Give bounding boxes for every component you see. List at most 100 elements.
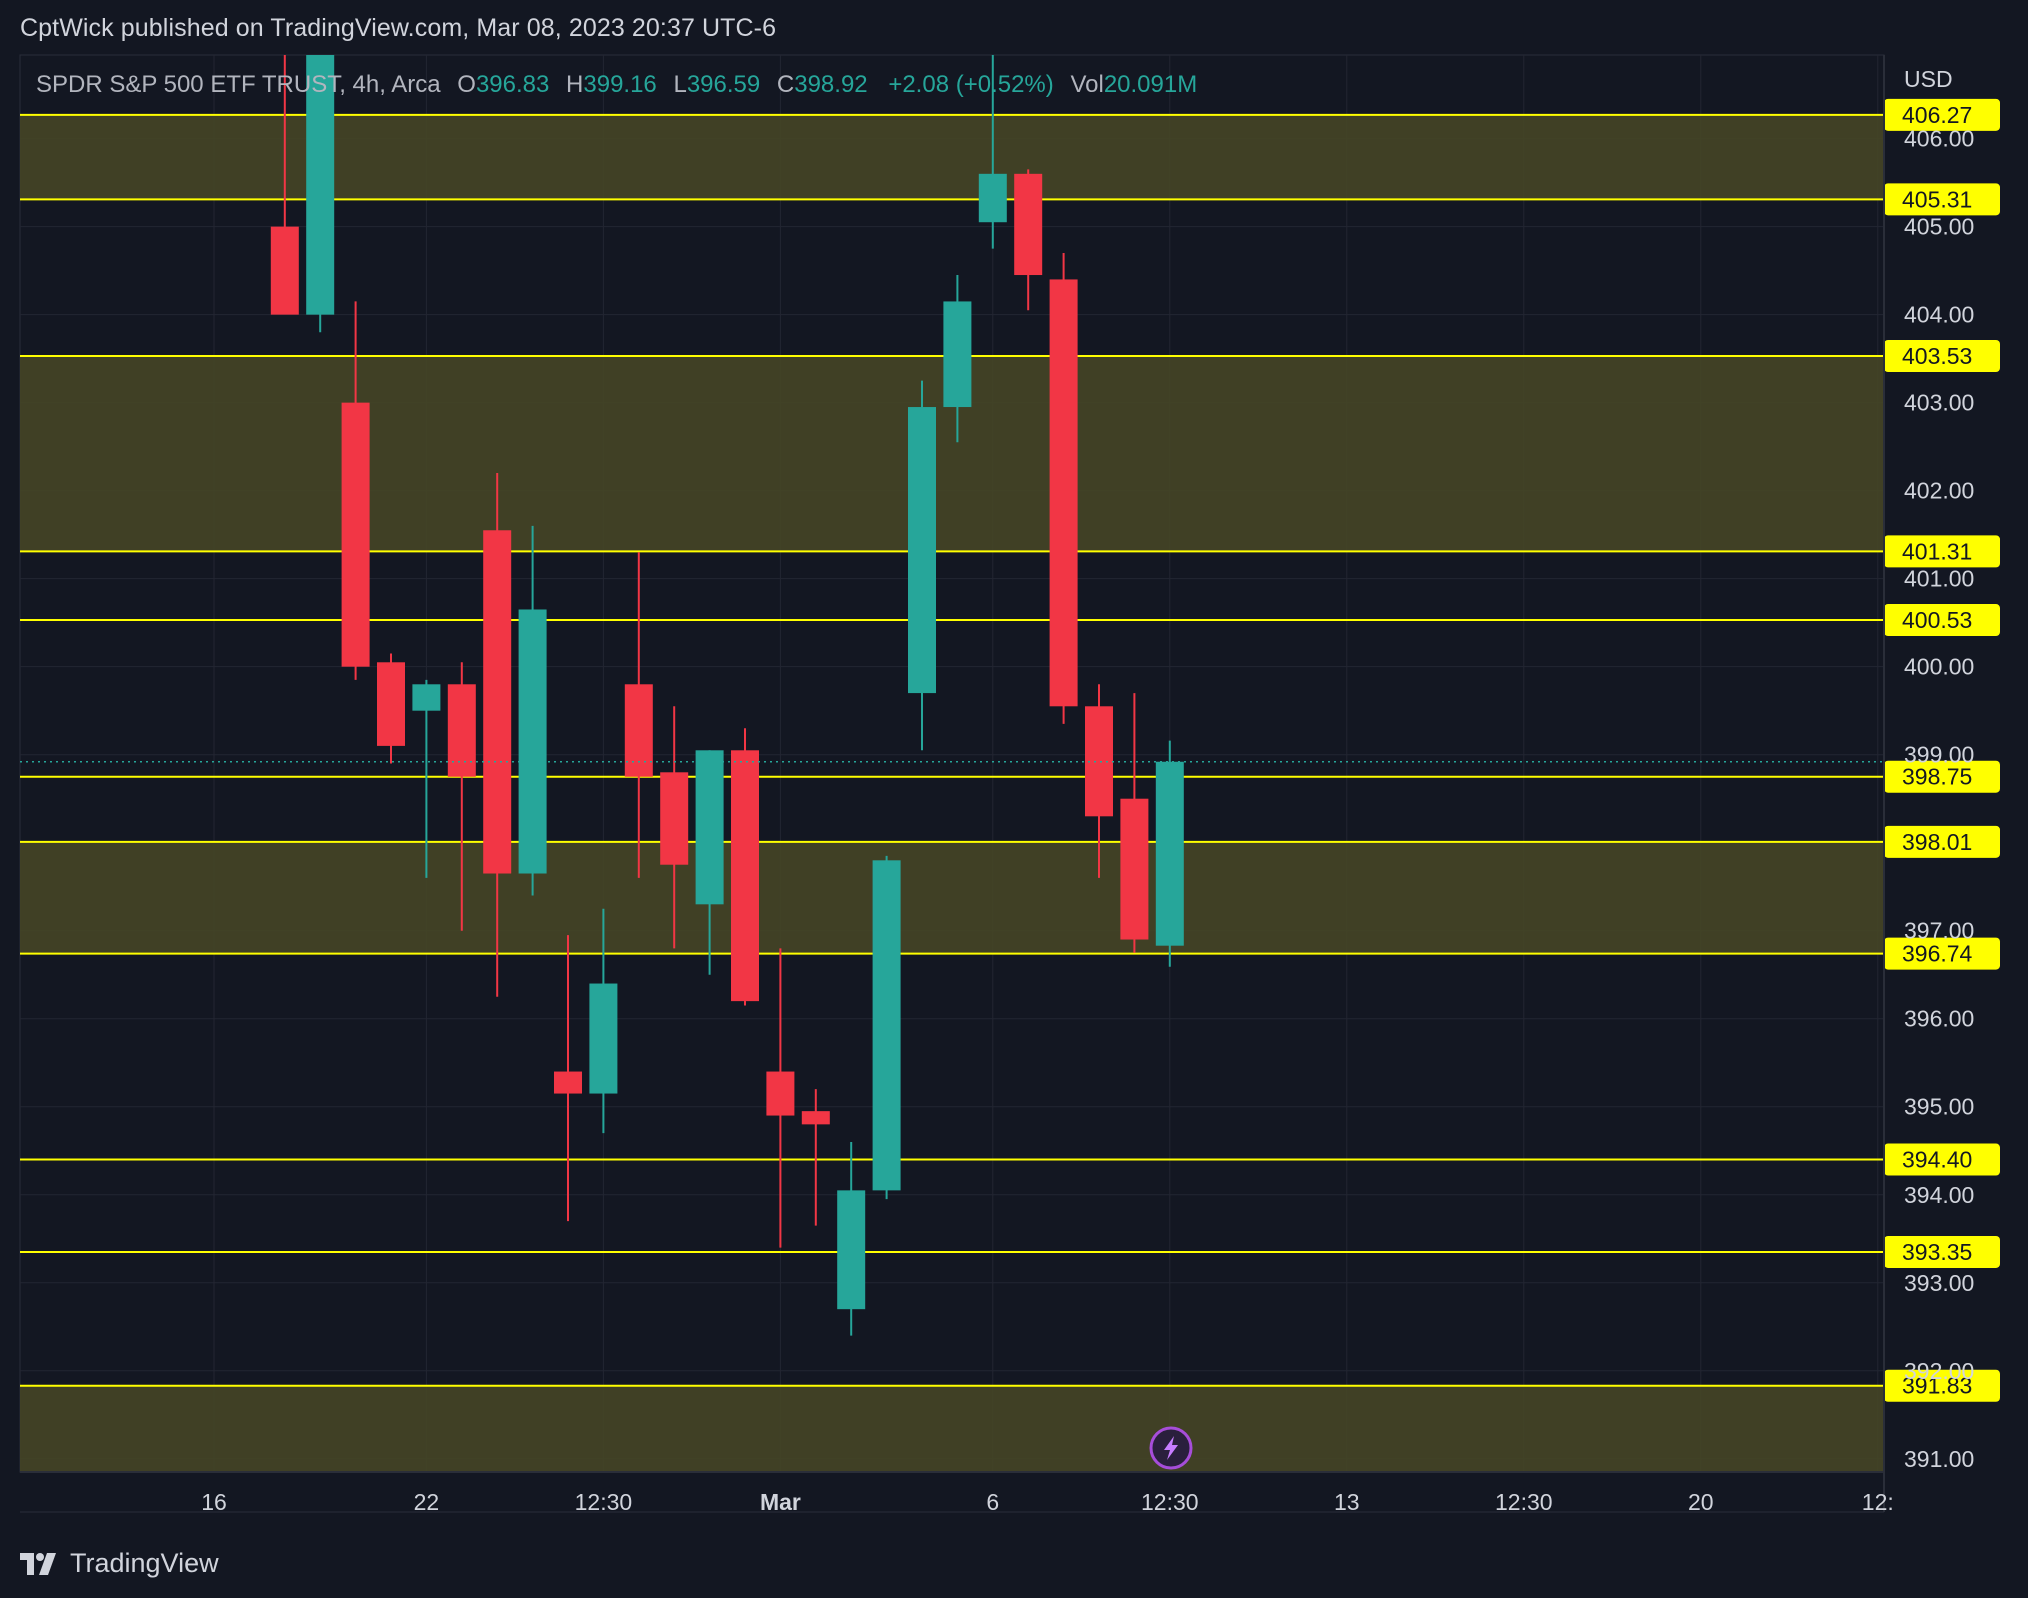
time-tick-label: Mar xyxy=(760,1489,801,1515)
level-price-tag xyxy=(1884,760,2000,793)
close-label: C xyxy=(776,71,795,98)
candles xyxy=(270,55,1184,1336)
time-tick-label: 12:30 xyxy=(1141,1489,1199,1515)
price-tick-label: 392.00 xyxy=(1904,1358,1974,1384)
level-lines: 406.27 405.31 403.53 401.31 400.53 398.75 398.… xyxy=(20,98,2000,1402)
candle xyxy=(270,55,299,315)
close-value: 398.92 xyxy=(794,71,868,98)
candle-body xyxy=(801,1111,830,1125)
candle xyxy=(943,275,972,443)
time-tick-label: 6 xyxy=(986,1489,999,1515)
level-price-label: 398.75 xyxy=(1902,764,1972,790)
change-value: +2.08 (+0.52%) xyxy=(888,71,1054,98)
price-tick-label: 395.00 xyxy=(1904,1094,1974,1120)
candle-body xyxy=(731,750,759,1002)
candle-body xyxy=(872,860,901,1191)
level-price-label: 401.31 xyxy=(1902,538,1972,564)
publisher-caption: CptWick published on TradingView.com, Ma… xyxy=(20,14,777,42)
candle-body xyxy=(978,173,1007,223)
level-price-tag xyxy=(1884,1369,2000,1402)
price-tick-label: 391.00 xyxy=(1904,1446,1974,1472)
level-price-tag xyxy=(1884,937,2000,970)
candle-body xyxy=(589,983,618,1094)
candle-body xyxy=(660,772,689,865)
ohlc-legend: SPDR S&P 500 ETF TRUST, 4h, Arca O396.83… xyxy=(36,71,1197,99)
price-tick-label: 396.00 xyxy=(1904,1006,1974,1032)
level-price-tag xyxy=(1884,535,2000,568)
candle xyxy=(412,679,441,878)
candle xyxy=(801,1089,830,1226)
candle-body xyxy=(1014,173,1043,276)
high-label: H xyxy=(566,71,584,98)
candle xyxy=(341,301,370,680)
candle xyxy=(1014,169,1043,311)
candle-body xyxy=(518,609,547,874)
time-tick-label: 20 xyxy=(1688,1489,1714,1515)
level-price-tag xyxy=(1884,825,2000,858)
candle-body xyxy=(1120,798,1149,940)
candle-body xyxy=(306,55,335,315)
candle-body xyxy=(270,226,299,315)
time-tick-label: 12: xyxy=(1862,1489,1894,1515)
time-tick-label: 16 xyxy=(201,1489,227,1515)
candle-body xyxy=(377,662,405,746)
candle xyxy=(589,908,618,1134)
open-label: O xyxy=(457,71,476,98)
candle xyxy=(837,1141,866,1336)
brand-footer[interactable]: TradingView xyxy=(20,1548,219,1579)
currency-label[interactable]: USD xyxy=(1904,66,1953,92)
time-tick-label: 13 xyxy=(1334,1489,1360,1515)
level-price-tag xyxy=(1884,340,2000,373)
plot-frame xyxy=(19,54,1885,1473)
candle xyxy=(695,750,724,975)
candle xyxy=(518,525,547,896)
price-tick-label: 397.00 xyxy=(1904,918,1974,944)
candle-body xyxy=(341,402,370,667)
candle xyxy=(624,552,653,878)
price-axis[interactable]: 391.00 392.00 393.00 394.00 395.00 396.00 397.… xyxy=(1883,55,1974,1512)
tradingview-logo-icon xyxy=(20,1552,56,1575)
level-price-label: 393.35 xyxy=(1902,1239,1972,1265)
level-price-label: 400.53 xyxy=(1902,607,1972,633)
candle-body xyxy=(908,407,936,694)
candle xyxy=(377,653,405,764)
candle-body xyxy=(695,750,724,905)
volume-value: 20.091M xyxy=(1103,71,1198,98)
level-price-tag xyxy=(1884,1235,2000,1268)
candle xyxy=(731,728,759,1006)
zone-band xyxy=(20,841,1884,954)
level-price-label: 406.27 xyxy=(1902,102,1972,128)
level-price-label: 405.31 xyxy=(1902,186,1972,212)
candle-body xyxy=(483,530,512,874)
level-price-tag xyxy=(1884,1143,2000,1176)
time-tick-label: 12:30 xyxy=(575,1489,633,1515)
price-tick-label: 393.00 xyxy=(1904,1270,1974,1296)
high-value: 399.16 xyxy=(583,71,657,98)
candle xyxy=(872,855,901,1200)
symbol-name[interactable]: SPDR S&P 500 ETF TRUST, 4h, Arca xyxy=(36,71,441,98)
candle-body xyxy=(447,684,476,777)
candle-body xyxy=(624,684,653,777)
candle xyxy=(766,948,795,1248)
level-price-label: 396.74 xyxy=(1902,941,1973,967)
candle-body xyxy=(412,684,441,711)
candle xyxy=(554,935,582,1222)
zone-band xyxy=(20,114,1884,200)
zone-band xyxy=(20,1385,1884,1472)
price-tick-label: 406.00 xyxy=(1904,126,1974,152)
level-price-label: 391.83 xyxy=(1902,1373,1972,1399)
candle xyxy=(1155,740,1184,967)
lightning-icon[interactable] xyxy=(1149,1426,1193,1470)
level-price-tag xyxy=(1884,183,2000,216)
candle xyxy=(908,380,936,751)
level-price-label: 394.40 xyxy=(1902,1147,1972,1173)
candle-body xyxy=(554,1071,582,1094)
candle-body xyxy=(943,301,972,408)
level-price-tag xyxy=(1884,604,2000,637)
open-value: 396.83 xyxy=(475,71,550,98)
low-label: L xyxy=(673,71,687,98)
candle xyxy=(1049,253,1078,724)
level-price-label: 398.01 xyxy=(1902,829,1972,855)
time-axis[interactable]: 16 22 12:30 Mar 6 12:30 13 12:30 20 12: xyxy=(20,1471,1894,1515)
